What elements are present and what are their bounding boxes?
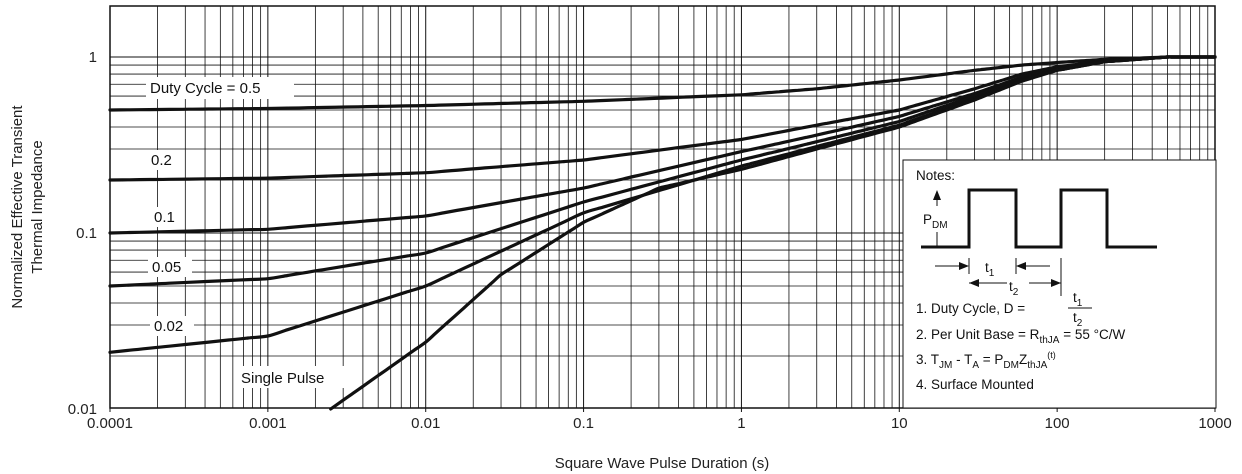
series-label-01: 0.1 [154,209,175,226]
t2-arrow-left-icon [969,279,979,287]
note-duty-cycle: 1. Duty Cycle, D = [916,301,1025,316]
x-tick-label: 10 [891,415,908,432]
pdm-arrow-up-icon [933,190,941,200]
t2-arrow-right-icon [1051,279,1061,287]
t2-label-bg [1007,277,1029,295]
label-bg-single [236,366,346,388]
note-junction-temp: 3. TJM - TA = PDMZthJA(t) [916,350,1056,371]
y-axis-title-line2: Thermal Impedance [29,140,46,273]
t1-arrow-right-icon [959,262,969,270]
pdm-label: PDM [923,212,948,231]
y-tick-labels: 0.01 0.1 1 [68,49,97,418]
series-label-duty-05: Duty Cycle = 0.5 [150,80,260,97]
y-tick-label: 0.01 [68,401,97,418]
x-tick-labels: 0.0001 0.001 0.01 0.1 1 10 100 1000 [87,408,1232,432]
y-tick-label: 1 [89,49,97,66]
label-bg-d02 [147,150,181,170]
grid [110,6,1215,408]
notes-title: Notes: [916,168,955,183]
y-tick-label: 0.1 [76,225,97,242]
t1-label: t1 [985,260,995,279]
y-axis-title-line1: Normalized Effective Transient [9,105,26,309]
x-tick-label: 0.0001 [87,415,133,432]
x-tick-label: 100 [1045,415,1070,432]
note-per-unit-base: 2. Per Unit Base = RthJA = 55 °C/W [916,327,1126,346]
note-duty-fraction-num: t1 [1073,290,1083,309]
series-label-005: 0.05 [152,259,181,276]
series-label-002: 0.02 [154,318,183,335]
series-curve-5 [329,55,1217,411]
notes-box: Notes: PDM t1 t2 1. Duty Cycle, D = t1 t… [902,159,1217,409]
series-label-02: 0.2 [151,152,172,169]
curves [108,55,1217,411]
x-tick-label: 0.1 [573,415,594,432]
t1-arrow-left-icon [1016,262,1026,270]
x-tick-label: 1000 [1198,415,1231,432]
x-tick-label: 0.001 [249,415,287,432]
label-bg-d005 [148,257,192,277]
pulse-waveform [921,188,1157,249]
note-duty-fraction-den: t2 [1073,310,1083,329]
t2-label: t2 [1009,279,1019,298]
pdm-label-bg [921,206,951,232]
label-bg-d01 [150,207,182,227]
series-label-single-pulse: Single Pulse [241,370,324,387]
note-surface-mounted: 4. Surface Mounted [916,377,1034,392]
x-tick-label: 1 [737,415,745,432]
x-axis-title: Square Wave Pulse Duration (s) [555,455,770,472]
label-bg-d05 [146,77,294,99]
x-tick-label: 0.01 [411,415,440,432]
label-bg-d002 [150,316,194,336]
